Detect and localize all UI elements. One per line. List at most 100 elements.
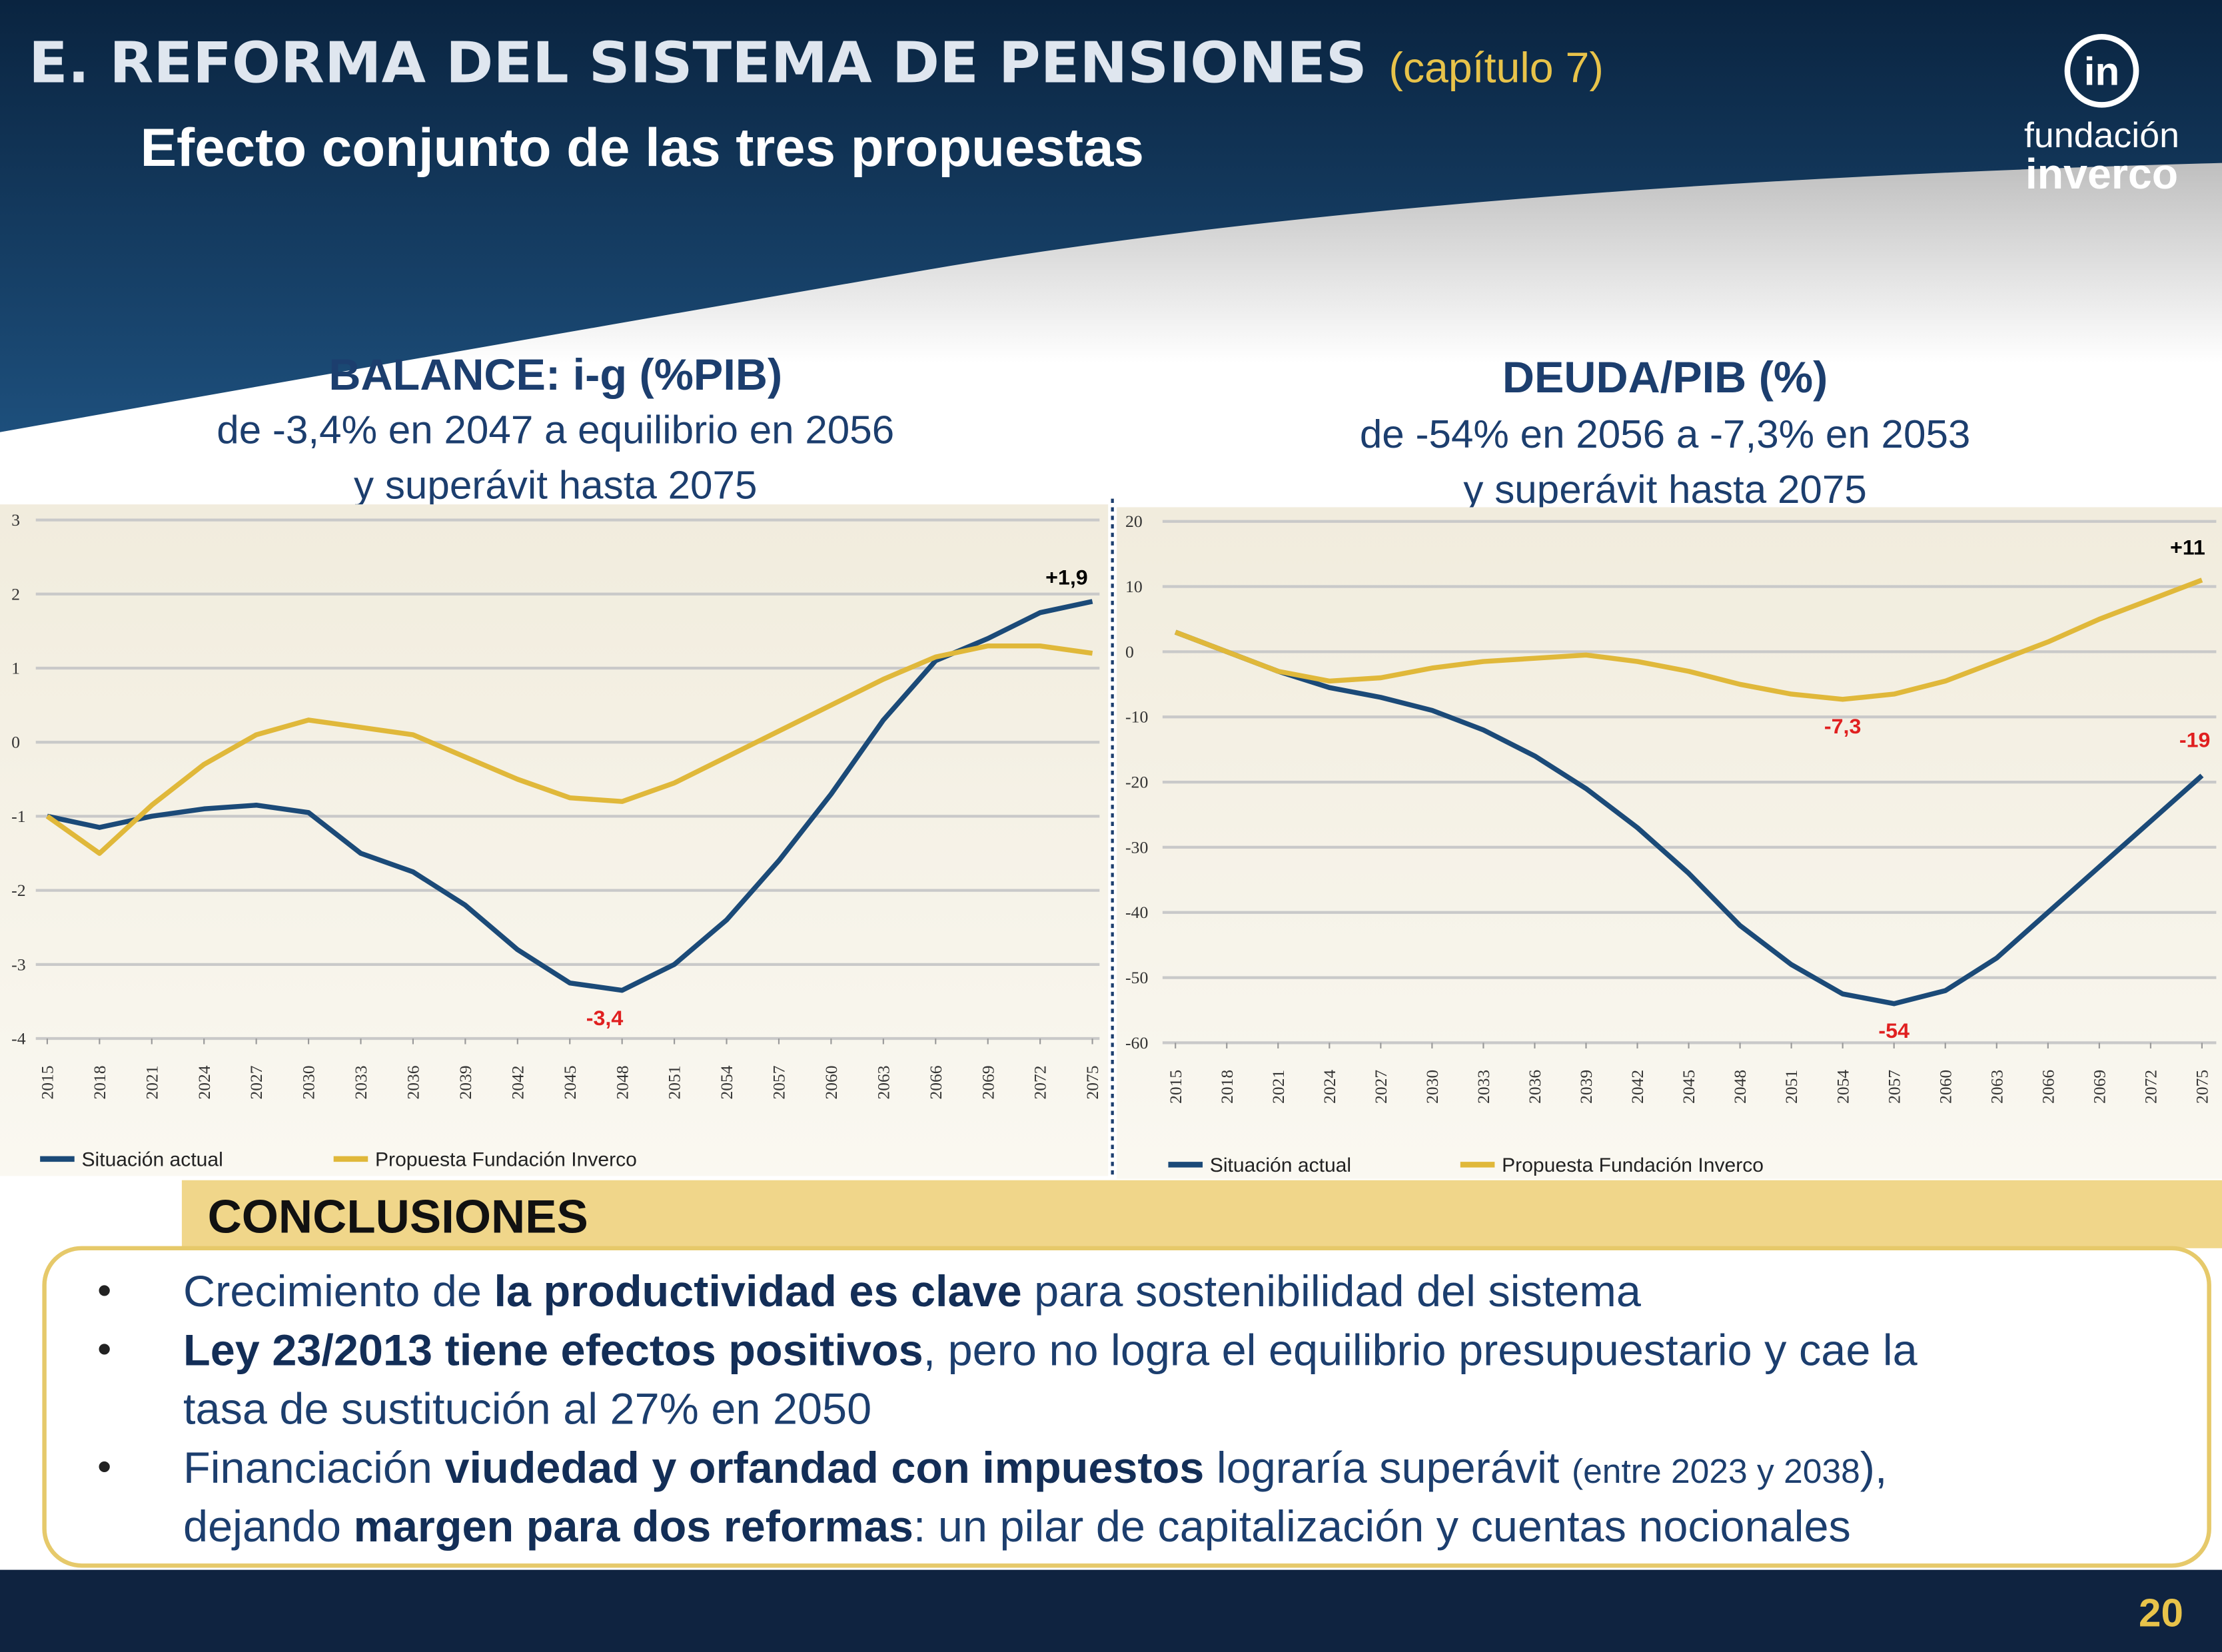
chart-subtitle: de -3,4% en 2047 a equilibrio en 2056 <box>217 408 894 452</box>
series-line <box>1174 629 2204 1007</box>
y-tick-label: -1 <box>11 807 25 826</box>
y-tick-label: -60 <box>1125 1033 1148 1052</box>
chart-title: DEUDA/PIB (%) <box>1502 353 1828 402</box>
y-tick-label: 1 <box>11 659 20 678</box>
bullet-run: margen para dos reformas <box>354 1502 913 1551</box>
x-tick-label: 2063 <box>873 1065 893 1099</box>
conclusions-header <box>181 1180 2222 1248</box>
legend-label: Situación actual <box>81 1149 223 1171</box>
legend-label: Propuesta Fundación Inverco <box>1502 1154 1764 1176</box>
bullet-run: ), <box>1860 1444 1888 1493</box>
y-tick-label: 3 <box>11 510 20 530</box>
header-chapter: (capítulo 7) <box>1389 44 1603 92</box>
bullet-run: para sostenibilidad del sistema <box>1022 1267 1641 1316</box>
x-tick-label: 2057 <box>1884 1070 1904 1104</box>
annotation: -7,3 <box>1824 714 1862 738</box>
bullet-text: dejando margen para dos reformas: un pil… <box>183 1502 1851 1551</box>
x-tick-label: 2075 <box>1083 1065 1102 1099</box>
annotation: -19 <box>2179 728 2211 752</box>
chart: -60 -50 -40 -30 -20 -10 0 10 20 2015 2018 2021 2024 2… <box>1125 512 2217 1176</box>
header-band <box>0 0 2222 432</box>
chart-subtitle: y superávit hasta 2075 <box>354 463 757 508</box>
x-tick-label: 2048 <box>612 1065 632 1099</box>
x-tick-label: 2072 <box>1031 1065 1050 1099</box>
x-tick-label: 2051 <box>665 1065 684 1099</box>
y-tick-label: 20 <box>1125 512 1143 531</box>
annotation: +1,9 <box>1045 566 1088 590</box>
y-tick-label: 0 <box>11 733 20 752</box>
y-tick-label: -10 <box>1125 707 1148 727</box>
x-tick-label: 2060 <box>822 1065 841 1099</box>
x-tick-label: 2057 <box>769 1065 788 1099</box>
bullet-text: Crecimiento de la productividad es clave… <box>183 1267 1641 1316</box>
x-tick-label: 2036 <box>1525 1070 1544 1104</box>
page-number: 20 <box>2139 1591 2183 1635</box>
bullet-text: Ley 23/2013 tiene efectos positivos, per… <box>183 1326 1918 1376</box>
x-tick-label: 2060 <box>1936 1070 1955 1104</box>
x-tick-label: 2033 <box>351 1065 370 1099</box>
logo-icon-ring <box>2064 34 2139 108</box>
y-tick-label: -2 <box>11 881 25 900</box>
bullet-run: Financiación <box>183 1444 444 1493</box>
x-tick-label: 2042 <box>508 1065 527 1099</box>
series-line <box>47 599 1093 993</box>
x-tick-label: 2030 <box>299 1065 318 1099</box>
x-tick-label: 2024 <box>1320 1070 1339 1104</box>
bullet-run: viudedad y orfandad con impuestos <box>445 1444 1205 1493</box>
x-tick-label: 2045 <box>560 1065 580 1099</box>
x-tick-label: 2027 <box>247 1065 266 1099</box>
bullet-run: dejando <box>183 1502 354 1551</box>
y-tick-label: 10 <box>1125 577 1143 596</box>
header-title: E. REFORMA DEL SISTEMA DE PENSIONES <box>29 31 1367 96</box>
bullet-run: Crecimiento de <box>183 1267 494 1316</box>
x-tick-label: 2045 <box>1679 1070 1698 1104</box>
header-subtitle: Efecto conjunto de las tres propuestas <box>141 117 1144 178</box>
series-line <box>1174 578 2203 702</box>
y-tick-label: -30 <box>1125 838 1148 857</box>
x-tick-label: 2039 <box>456 1065 475 1099</box>
annotation: -3,4 <box>586 1006 624 1030</box>
bullet-run: , pero no logra el equilibrio presupuest… <box>923 1326 1918 1376</box>
x-tick-label: 2015 <box>37 1065 57 1099</box>
y-tick-label: -4 <box>11 1029 26 1048</box>
x-tick-label: 2027 <box>1371 1070 1390 1104</box>
annotation: -54 <box>1878 1019 1910 1042</box>
bullet-run: : un pilar de capitalización y cuentas n… <box>913 1502 1851 1551</box>
logo-text: inverco <box>2025 150 2178 198</box>
annotation: +11 <box>2170 536 2205 560</box>
x-tick-label: 2051 <box>1782 1070 1801 1104</box>
chart-panel <box>0 504 1109 1176</box>
x-tick-label: 2015 <box>1166 1070 1185 1104</box>
x-tick-label: 2072 <box>2141 1070 2160 1104</box>
bullet-dot: • <box>97 1326 111 1371</box>
series-line <box>45 643 1093 856</box>
conclusions-title: CONCLUSIONES <box>208 1190 588 1243</box>
y-tick-label: -20 <box>1125 773 1148 792</box>
bullet-run: la productividad es clave <box>494 1267 1021 1316</box>
x-tick-label: 2021 <box>142 1065 161 1099</box>
footer <box>0 1569 2222 1652</box>
x-tick-label: 2075 <box>2192 1070 2211 1104</box>
x-tick-label: 2018 <box>90 1065 109 1099</box>
x-tick-label: 2069 <box>2089 1070 2109 1104</box>
bullet-run: tasa de sustitución al 27% en 2050 <box>183 1385 871 1434</box>
x-tick-label: 2069 <box>978 1065 997 1099</box>
x-tick-label: 2033 <box>1474 1070 1493 1104</box>
x-tick-label: 2054 <box>1833 1070 1852 1104</box>
x-tick-label: 2039 <box>1576 1070 1596 1104</box>
bullet-run: (entre 2023 y 2038 <box>1572 1452 1860 1490</box>
y-tick-label: -40 <box>1125 903 1148 922</box>
chart-subtitle: y superávit hasta 2075 <box>1463 467 1866 512</box>
chart-title: BALANCE: i-g (%PIB) <box>328 350 782 400</box>
chart-subtitle: de -54% en 2056 a -7,3% en 2053 <box>1360 412 1971 456</box>
legend-label: Propuesta Fundación Inverco <box>375 1149 637 1171</box>
x-tick-label: 2048 <box>1730 1070 1750 1104</box>
y-tick-label: -3 <box>11 955 25 974</box>
bullet-text: Financiación viudedad y orfandad con imp… <box>183 1444 1887 1493</box>
logo-icon: in <box>2084 49 2119 94</box>
x-tick-label: 2036 <box>403 1065 422 1099</box>
legend-label: Situación actual <box>1210 1154 1351 1176</box>
x-tick-label: 2024 <box>195 1065 214 1099</box>
